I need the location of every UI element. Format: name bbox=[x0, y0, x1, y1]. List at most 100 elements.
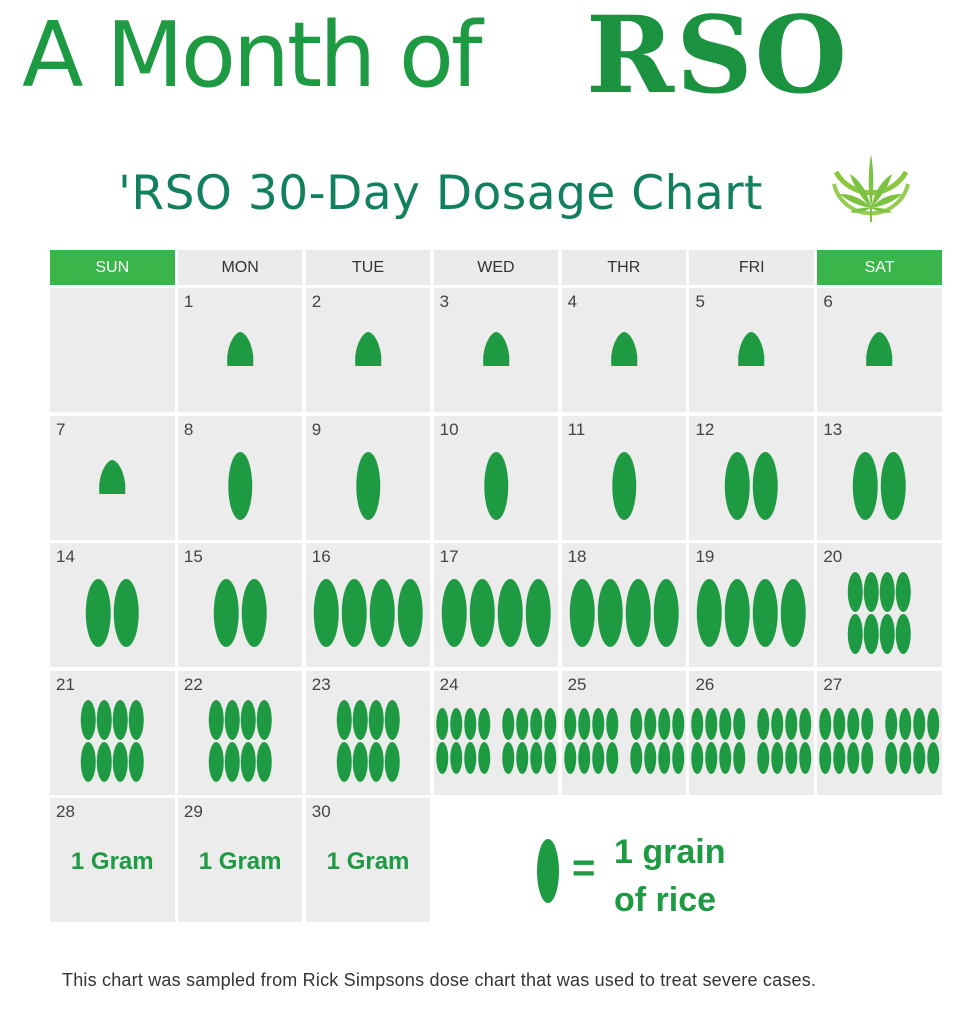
calendar-day: 6 bbox=[817, 288, 942, 413]
rice-grain bbox=[463, 741, 476, 774]
rice-grain bbox=[313, 579, 339, 648]
dose-graphic bbox=[85, 579, 139, 648]
dose-graphic bbox=[99, 459, 126, 494]
weekday-header: MON bbox=[177, 250, 303, 285]
calendar-day: 14 bbox=[50, 543, 175, 668]
dose-graphic bbox=[208, 699, 272, 782]
rice-grain bbox=[469, 579, 495, 648]
rice-grain bbox=[861, 741, 874, 774]
rice-grain bbox=[629, 707, 642, 740]
rice-grain bbox=[497, 579, 523, 648]
day-number: 20 bbox=[823, 547, 843, 567]
rice-grain bbox=[112, 741, 128, 782]
rice-grain bbox=[671, 707, 684, 740]
calendar-day: 23 bbox=[305, 670, 431, 795]
calendar-day: 19 bbox=[689, 543, 814, 668]
rice-grain bbox=[112, 699, 128, 740]
dose-graphic bbox=[80, 699, 144, 782]
rice-grain bbox=[128, 699, 144, 740]
rice-crumb bbox=[866, 332, 893, 367]
rice-grain bbox=[880, 614, 896, 655]
dose-graphic bbox=[725, 451, 779, 520]
dose-graphic bbox=[228, 451, 253, 520]
calendar-day-empty bbox=[50, 288, 175, 413]
rice-grain bbox=[384, 699, 400, 740]
rice-grain bbox=[501, 741, 514, 774]
day-number: 2 bbox=[311, 292, 322, 312]
rice-grain bbox=[819, 707, 832, 740]
rice-crumb bbox=[99, 459, 126, 494]
day-number: 14 bbox=[56, 547, 75, 567]
rice-grain bbox=[256, 741, 272, 782]
rice-grain bbox=[733, 707, 746, 740]
rice-grain bbox=[757, 741, 770, 774]
rice-grain bbox=[352, 741, 368, 782]
rice-grain bbox=[529, 707, 542, 740]
rice-grain bbox=[605, 741, 618, 774]
rice-grain bbox=[781, 579, 807, 648]
rice-grain bbox=[691, 707, 704, 740]
rice-grain bbox=[483, 451, 508, 520]
calendar-day: 20 bbox=[817, 543, 942, 668]
day-number: 4 bbox=[567, 292, 578, 312]
weekday-header: SAT bbox=[817, 250, 942, 285]
rice-grain bbox=[213, 579, 239, 648]
rice-grain bbox=[899, 707, 912, 740]
rice-grain bbox=[449, 707, 462, 740]
day-number: 13 bbox=[823, 419, 843, 439]
dose-graphic bbox=[313, 579, 423, 648]
rice-crumb bbox=[482, 332, 509, 367]
rice-grain bbox=[927, 741, 940, 774]
calendar-day: 12 bbox=[689, 415, 814, 540]
calendar-day: 9 bbox=[305, 415, 431, 540]
rice-grain bbox=[80, 741, 96, 782]
rice-grain bbox=[725, 579, 751, 648]
rice-grain bbox=[591, 707, 604, 740]
rice-grain bbox=[785, 741, 798, 774]
rice-grain bbox=[113, 579, 139, 648]
rice-grain bbox=[719, 741, 732, 774]
rice-grain bbox=[864, 614, 880, 655]
rice-grain bbox=[368, 741, 384, 782]
day-number: 1 bbox=[183, 292, 194, 312]
rice-grain bbox=[885, 741, 898, 774]
rice-grain bbox=[240, 699, 256, 740]
rice-grain bbox=[224, 741, 240, 782]
calendar-day: 5 bbox=[689, 288, 814, 413]
rice-grain bbox=[885, 707, 898, 740]
rice-grain bbox=[753, 451, 779, 520]
day-number: 12 bbox=[695, 419, 715, 439]
rice-grain bbox=[384, 741, 400, 782]
calendar-day: 29 1 Gram bbox=[177, 797, 303, 922]
rice-grain bbox=[543, 707, 556, 740]
rice-grain bbox=[881, 451, 907, 520]
day-number: 30 bbox=[311, 801, 331, 821]
rice-grain bbox=[799, 741, 812, 774]
rice-grain bbox=[80, 699, 96, 740]
calendar-day: 10 bbox=[433, 415, 559, 540]
rice-grain bbox=[725, 451, 751, 520]
dose-graphic bbox=[611, 451, 636, 520]
dose-graphic bbox=[227, 332, 254, 367]
dose-graphic bbox=[483, 451, 508, 520]
rice-grain bbox=[785, 707, 798, 740]
calendar-grid: SUN MON TUE WED THR FRI SAT 1 2 3 4 5 6 7 8 9 10 11 12 13 14… bbox=[50, 250, 942, 922]
dose-graphic bbox=[569, 579, 679, 648]
calendar-day: 4 bbox=[561, 288, 687, 413]
rice-grain bbox=[719, 707, 732, 740]
rice-grain-icon bbox=[537, 839, 559, 903]
day-number: 10 bbox=[439, 419, 459, 439]
weekday-header: WED bbox=[433, 250, 559, 285]
rice-grain bbox=[597, 579, 623, 648]
rice-grain bbox=[896, 614, 912, 655]
rice-grain bbox=[577, 707, 590, 740]
calendar-day: 7 bbox=[50, 415, 175, 540]
rice-grain bbox=[441, 579, 467, 648]
day-number: 6 bbox=[823, 292, 833, 312]
rice-grain bbox=[563, 707, 576, 740]
rice-grain bbox=[899, 741, 912, 774]
footnote: This chart was sampled from Rick Simpson… bbox=[62, 970, 817, 990]
day-number: 15 bbox=[183, 547, 203, 567]
calendar-day: 2 bbox=[305, 288, 431, 413]
headline-part-b: RSO bbox=[586, 0, 849, 117]
